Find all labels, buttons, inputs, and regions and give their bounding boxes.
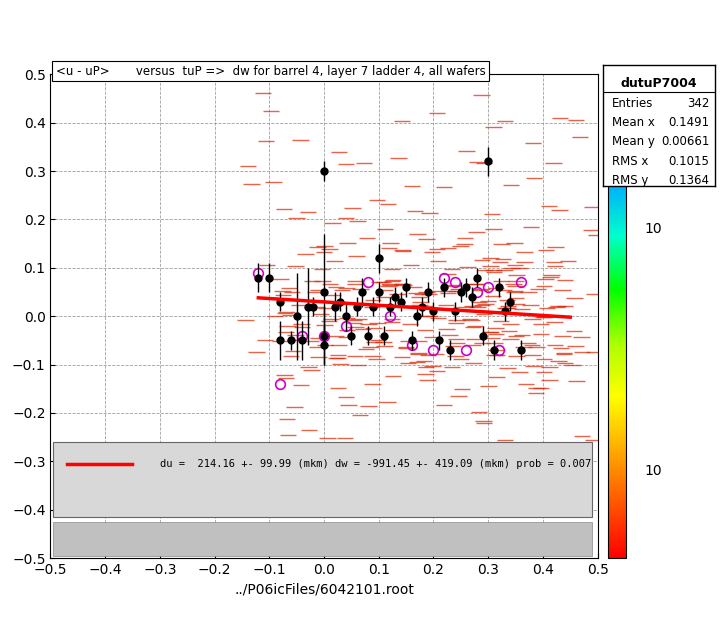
Text: 0.1364: 0.1364 — [668, 174, 709, 187]
X-axis label: ../P06icFiles/6042101.root: ../P06icFiles/6042101.root — [234, 582, 414, 596]
Text: Entries: Entries — [612, 97, 654, 110]
Text: 10: 10 — [644, 464, 662, 478]
Text: dutuP7004: dutuP7004 — [621, 78, 698, 90]
Text: RMS x: RMS x — [612, 154, 649, 167]
Text: <u - uP>       versus  tuP =>  dw for barrel 4, layer 7 ladder 4, all wafers: <u - uP> versus tuP => dw for barrel 4, … — [56, 64, 485, 78]
Text: RMS y: RMS y — [612, 174, 649, 187]
Text: 0.1015: 0.1015 — [668, 154, 709, 167]
Text: Mean y: Mean y — [612, 135, 655, 148]
Text: 342: 342 — [687, 97, 709, 110]
Text: 0.1491: 0.1491 — [668, 116, 709, 129]
Text: 0.00661: 0.00661 — [661, 135, 709, 148]
FancyBboxPatch shape — [53, 442, 592, 517]
FancyBboxPatch shape — [53, 521, 592, 556]
Text: 10: 10 — [644, 223, 662, 236]
Text: du =  214.16 +- 99.99 (mkm) dw = -991.45 +- 419.09 (mkm) prob = 0.007: du = 214.16 +- 99.99 (mkm) dw = -991.45 … — [160, 459, 591, 469]
Text: Mean x: Mean x — [612, 116, 655, 129]
